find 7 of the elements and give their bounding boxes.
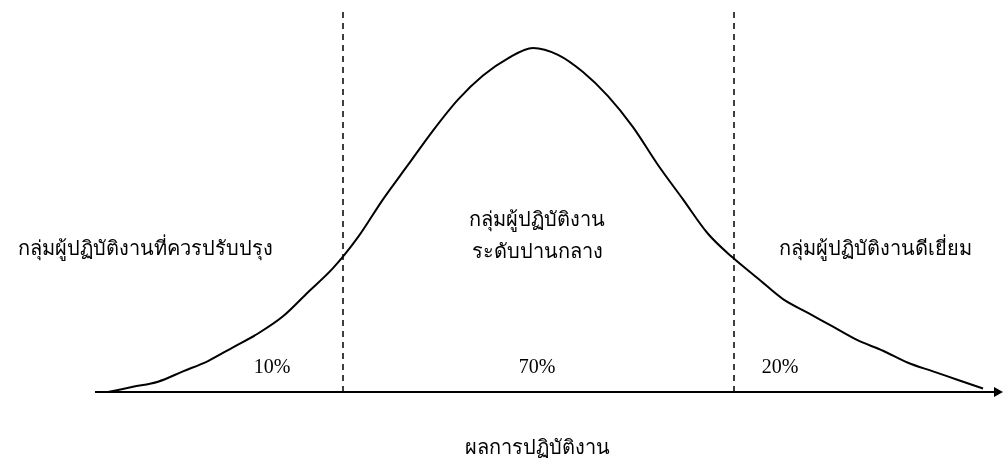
annotation: กลุ่มผู้ปฏิบัติงานดีเยี่ยม (778, 233, 972, 261)
x-axis-title: ผลการปฏิบัติงาน (464, 435, 610, 458)
annotation: 10% (253, 354, 291, 377)
annotation: กลุ่มผู้ปฏิบัติงานที่ควรปรับปรุง (17, 233, 273, 261)
annotation: 70% (518, 354, 556, 377)
annotation: กลุ่มผู้ปฏิบัติงาน ระดับปานกลาง (469, 207, 605, 262)
annotation: 20% (761, 354, 799, 377)
